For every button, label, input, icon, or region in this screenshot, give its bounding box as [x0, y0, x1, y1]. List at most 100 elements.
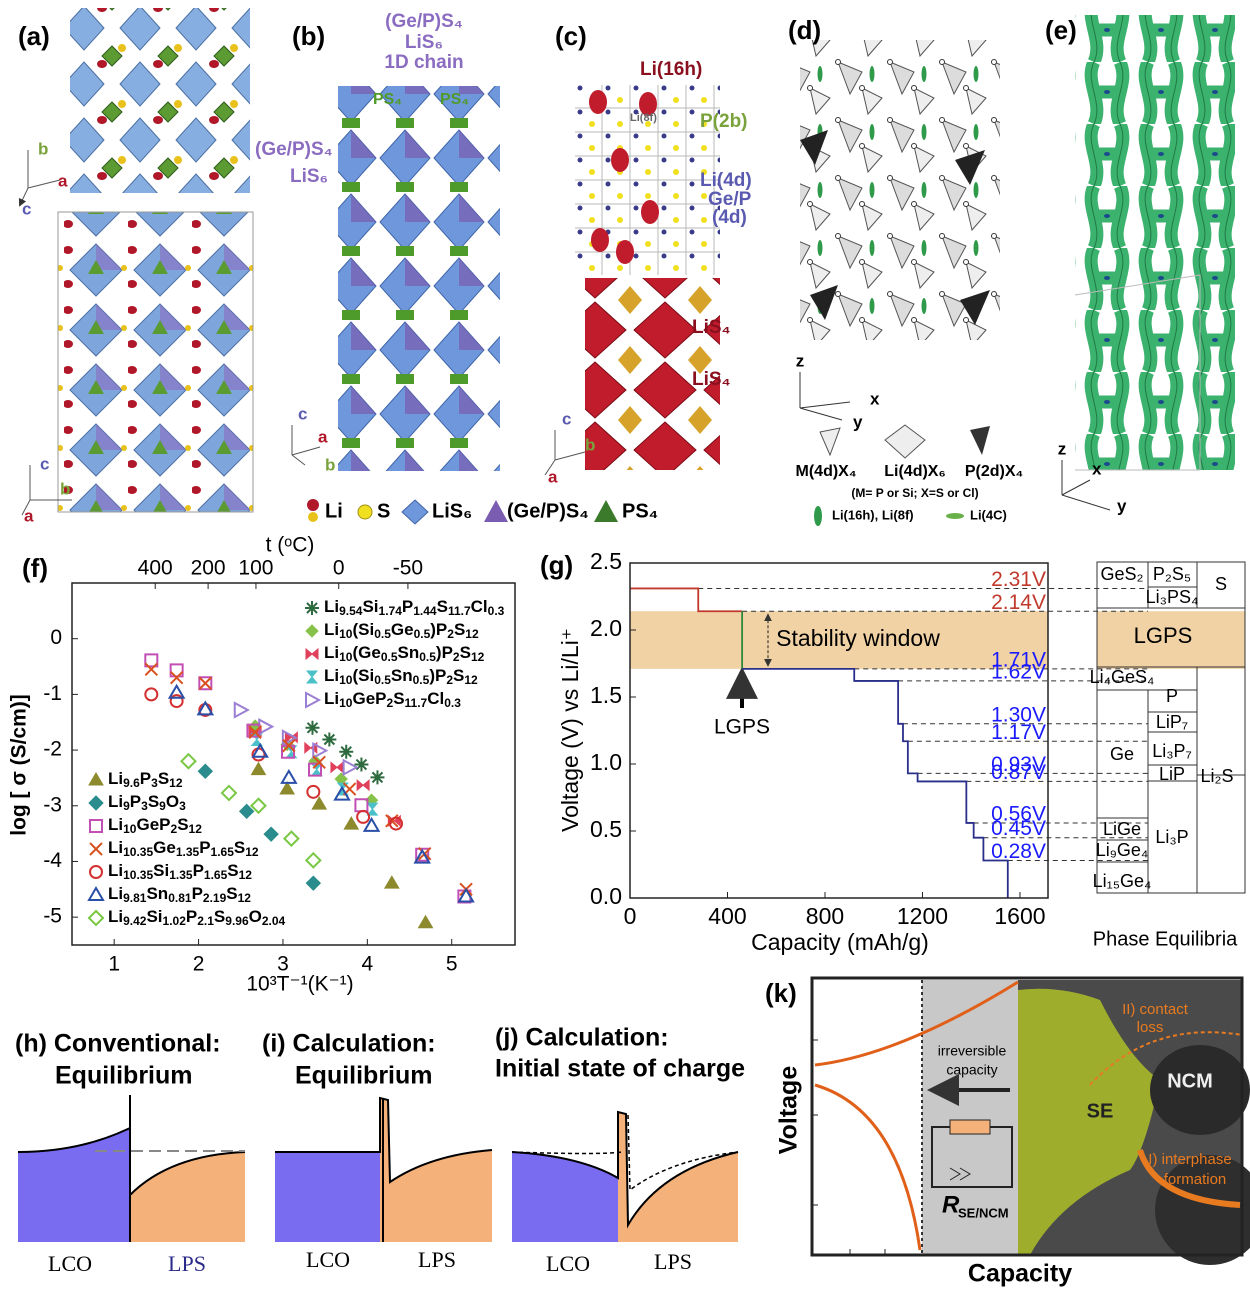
- panel-label: (f): [22, 553, 48, 583]
- data-point: [339, 745, 353, 759]
- data-point: [282, 771, 296, 783]
- label: Li(16h): [640, 59, 702, 80]
- data-point: [145, 663, 157, 675]
- x-axis-label: Capacity: [968, 1260, 1072, 1288]
- label: SE/NCM: [958, 1205, 1009, 1220]
- label: P(2d)X₄: [965, 463, 1023, 480]
- label: LCO: [546, 1251, 590, 1276]
- voltage-label: 2.31V: [991, 568, 1046, 591]
- x-tick-label: 400: [708, 903, 746, 929]
- axis-label: y: [1117, 496, 1127, 515]
- data-point: [385, 876, 399, 888]
- x-axis-label: Capacity (mAh/g): [751, 929, 929, 955]
- label: SE: [1087, 1100, 1114, 1122]
- voltage-label: 2.14V: [991, 591, 1046, 614]
- y-tick-label: 2.0: [590, 615, 622, 641]
- panel-label: (j) Calculation:: [495, 1024, 669, 1052]
- data-point: [145, 688, 157, 700]
- phase-label: Li₉Ge₄: [1096, 840, 1149, 860]
- axis-label: z: [1058, 439, 1067, 458]
- legend-marker: [89, 796, 103, 810]
- legend-label: Li9.6P3S12: [108, 769, 183, 790]
- y-tick-label: 1.0: [590, 749, 622, 775]
- phase-label: Li₃P: [1155, 827, 1188, 847]
- y-tick-label: 0.5: [590, 816, 622, 842]
- label: irreversible: [938, 1043, 1007, 1059]
- data-point: [419, 916, 433, 928]
- label: capacity: [946, 1062, 997, 1078]
- y-axis-label: Voltage: [775, 1066, 803, 1155]
- label: formation: [1164, 1171, 1227, 1188]
- voltage-label: 1.62V: [991, 660, 1046, 683]
- x2-tick-label: 100: [238, 557, 273, 580]
- data-point: [306, 876, 320, 890]
- x-tick-label: 1200: [897, 903, 948, 929]
- label: (Ge/P)S₄: [385, 11, 463, 32]
- x-tick-label: 800: [806, 903, 844, 929]
- legend-label: Li10.35Ge1.35P1.65S12: [108, 838, 259, 859]
- label: Li(4d)X₆: [884, 463, 945, 480]
- label: LCO: [48, 1251, 92, 1276]
- y-tick-label: 1.5: [590, 682, 622, 708]
- figure: (a) b a c c b a (b) (Ge/P)S₄ LiS₆ 1D cha…: [0, 0, 1250, 1290]
- x2-tick-label: 0: [333, 557, 345, 580]
- axis-label: x: [870, 389, 880, 408]
- data-point: [306, 853, 320, 867]
- x-tick-label: 3: [277, 953, 289, 976]
- legend-label: PS₄: [622, 500, 658, 522]
- phase-label: Li₃P₇: [1152, 741, 1192, 761]
- phase-label: P₂S₅: [1153, 564, 1191, 584]
- legend-label: (Ge/P)S₄: [507, 500, 589, 522]
- data-point: [264, 827, 278, 841]
- legend-marker: [307, 671, 317, 683]
- panel-i: (i) Calculation: Equilibrium LCO LPS: [262, 1030, 492, 1272]
- y-tick-label: 0.0: [590, 883, 622, 909]
- panel-d: (d) z x y M(4d)X₄ Li(4d)X₆ P(2d)X₄ (M= P…: [788, 15, 1023, 526]
- label: I) interphase: [1148, 1151, 1231, 1168]
- phase-label: Ge: [1110, 744, 1134, 764]
- y-tick-label: 0: [50, 626, 62, 649]
- legend-label: Li9.42Si1.02P2.1S9.96O2.04: [108, 907, 286, 928]
- legend-marker: [89, 888, 103, 900]
- data-point: [181, 754, 195, 768]
- label: LCO: [306, 1247, 350, 1272]
- legend-label: Li10(Si0.5Sn0.5)P2S12: [324, 666, 478, 687]
- legend-label: Li10(Ge0.5Sn0.5)P2S12: [324, 643, 485, 664]
- phase-label: Li₂S: [1200, 766, 1233, 786]
- axis-label: c: [298, 404, 307, 423]
- data-point: [344, 760, 357, 774]
- legend-marker: [90, 820, 102, 832]
- y-tick-label: -2: [43, 738, 62, 761]
- axis-label: a: [548, 467, 558, 486]
- x2-tick-label: 400: [138, 557, 173, 580]
- legend-label: Li10.35Si1.35P1.65S12: [108, 861, 252, 882]
- label: LiS₆: [405, 32, 443, 53]
- legend-label: Li9.54Si1.74P1.44S11.7Cl0.3: [324, 597, 505, 618]
- axis-label: y: [853, 412, 863, 431]
- panel-label: (b): [292, 21, 325, 51]
- panel-g: (g) Capacity (mAh/g) Voltage (V) vs Li/L…: [540, 548, 1245, 955]
- data-point: [357, 780, 369, 790]
- label: Li(16h), Li(8f): [832, 507, 914, 522]
- data-point: [251, 763, 265, 775]
- crystal-structure: [1075, 15, 1235, 470]
- panel-label: (k): [765, 978, 797, 1008]
- y-tick-label: -3: [43, 793, 62, 816]
- label: M(4d)X₄: [796, 463, 857, 480]
- label: Li(4C): [970, 507, 1007, 522]
- phase-label: LiP: [1159, 764, 1185, 784]
- x-tick-label: 1: [108, 953, 120, 976]
- panel-e: (e) z x y: [1045, 15, 1235, 516]
- legend-label: Li: [325, 500, 343, 522]
- axis-label: b: [38, 139, 48, 158]
- phase-label: GeS₂: [1100, 564, 1143, 584]
- crystal-structure: [338, 86, 500, 471]
- panel-h: (h) Conventional: Equilibrium LCO LPS: [15, 1030, 245, 1276]
- y-axis-label: Voltage (V) vs Li/Li⁺: [557, 628, 583, 832]
- label: (Ge/P)S₄: [255, 139, 333, 160]
- panel-subtitle: Equilibrium: [55, 1062, 193, 1090]
- data-point: [253, 745, 267, 757]
- axis-label: b: [325, 455, 335, 474]
- structure-legend: Li S LiS₆ (Ge/P)S₄ PS₄: [307, 499, 658, 524]
- legend-label: LiS₆: [432, 500, 472, 522]
